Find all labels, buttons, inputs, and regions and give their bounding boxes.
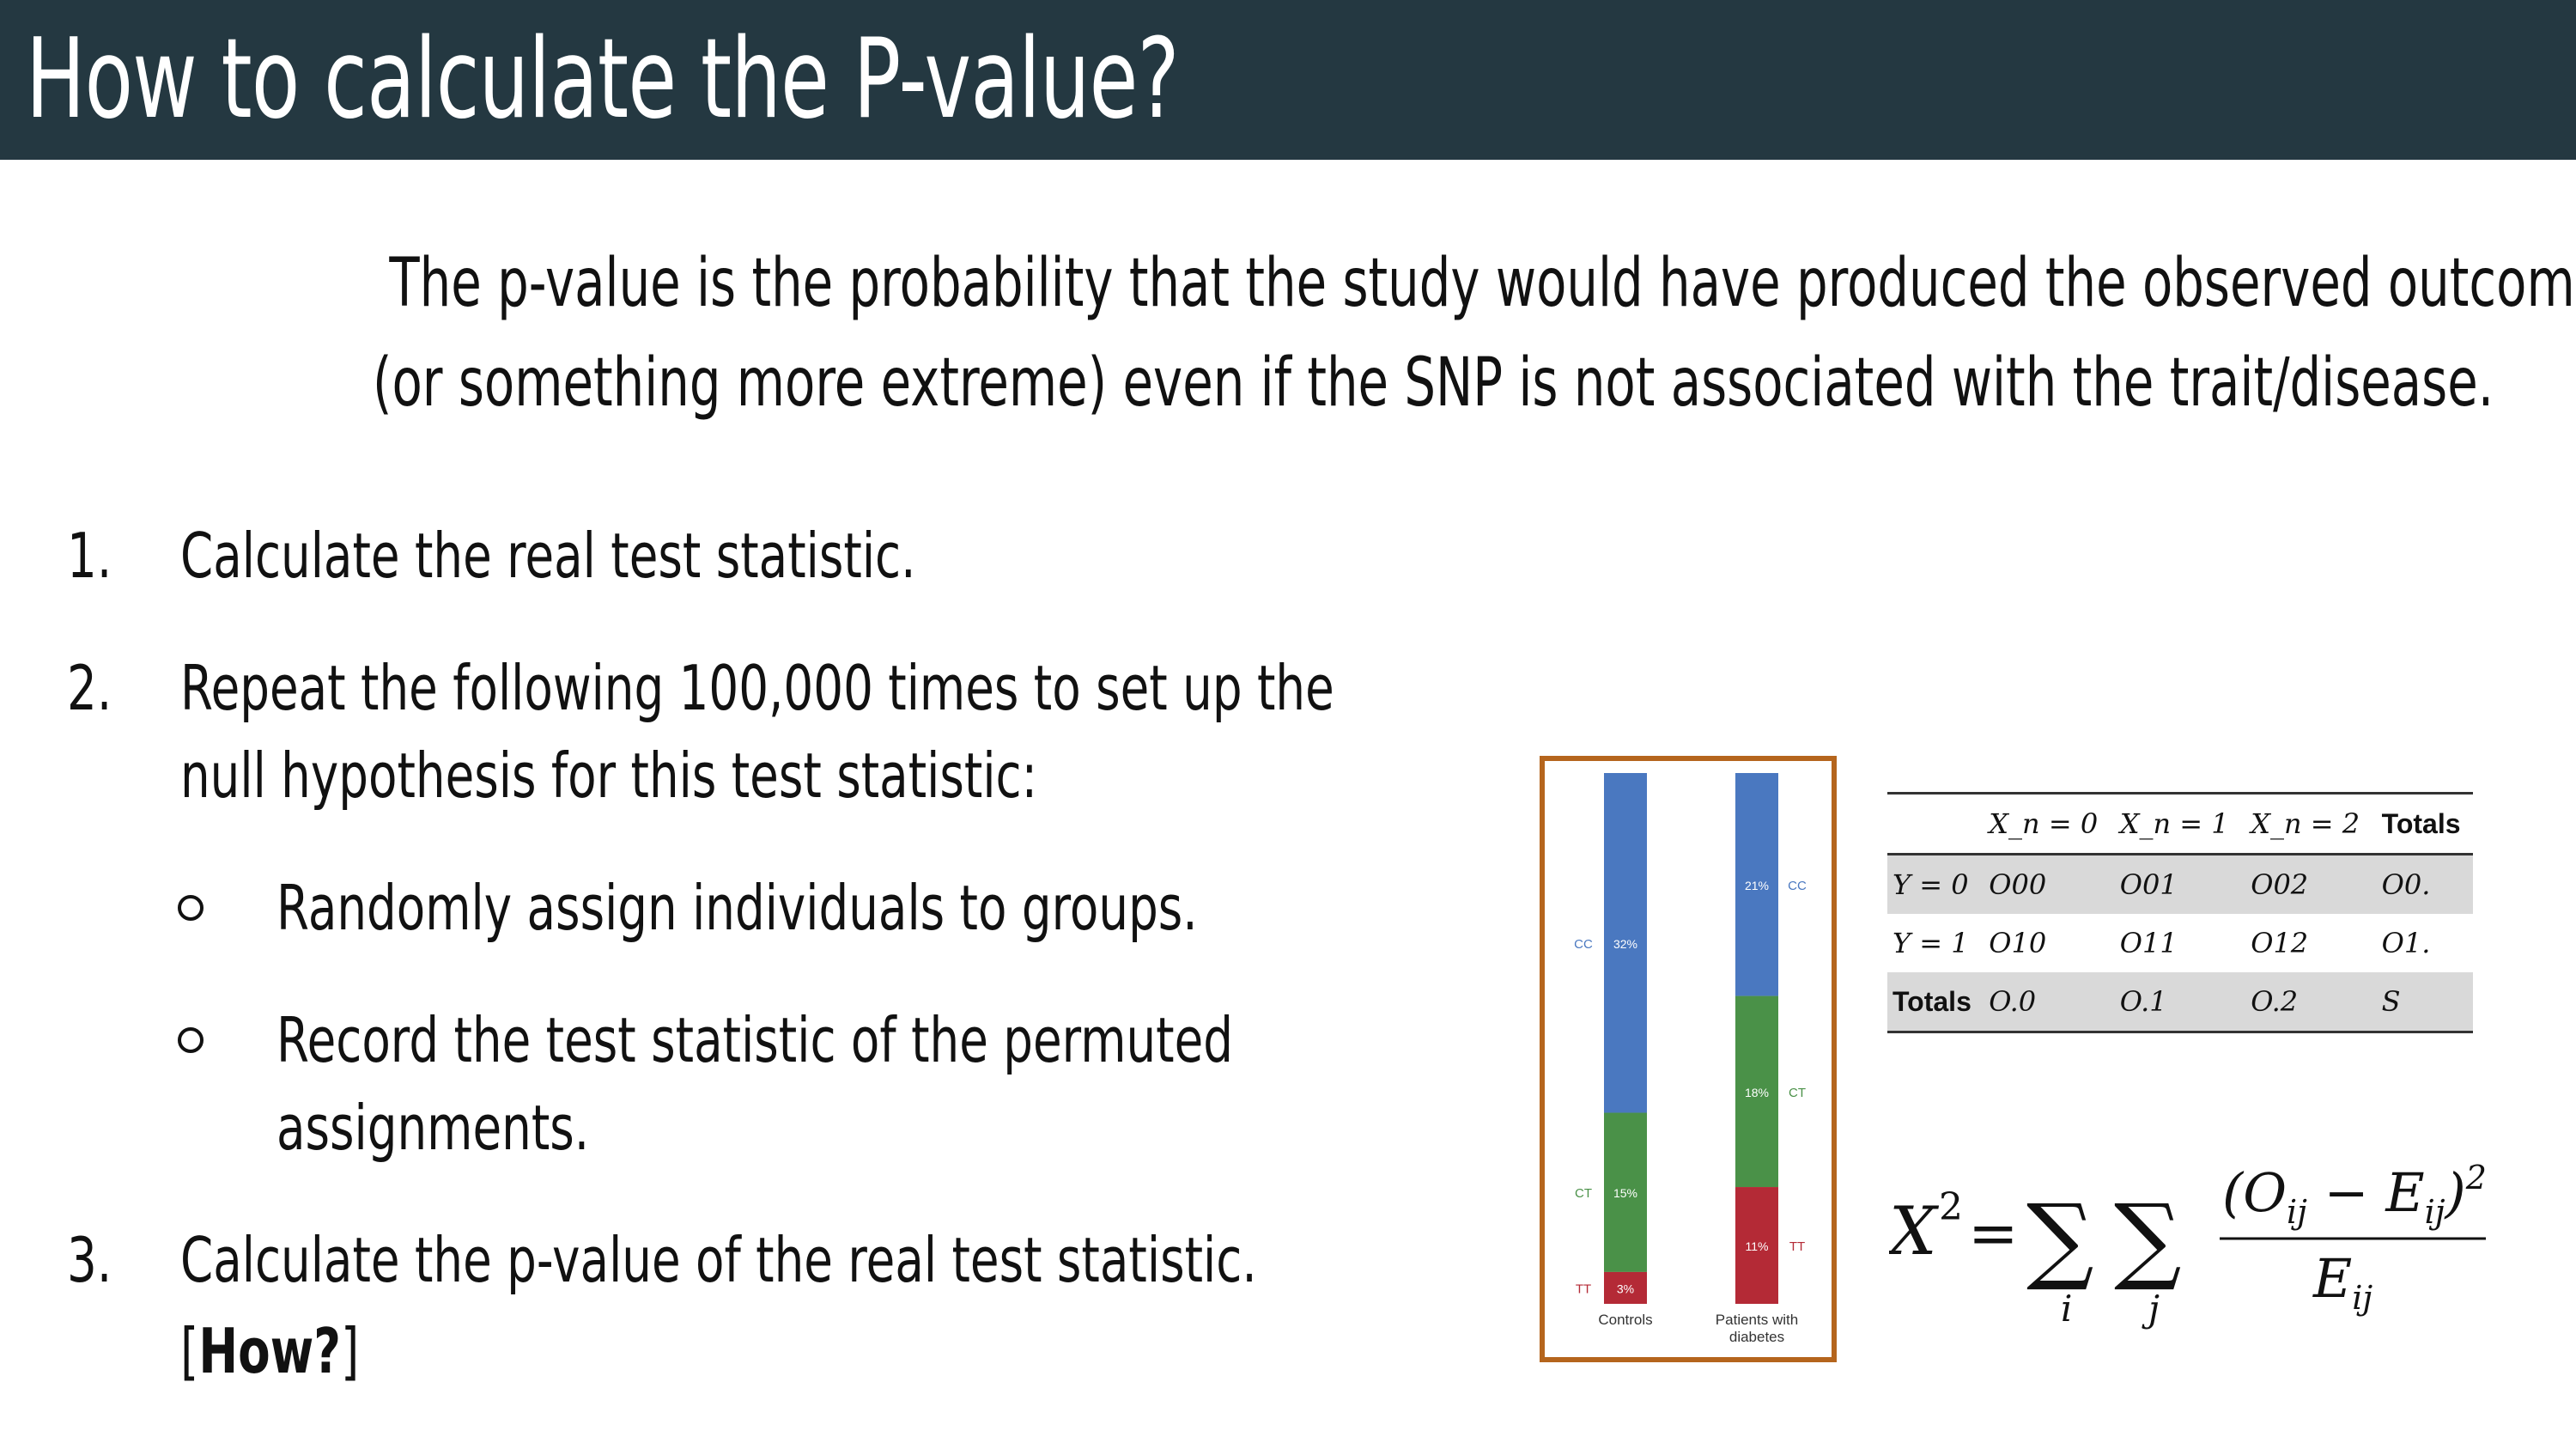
formula-num-close: ) — [2444, 1161, 2466, 1224]
table-cell: Totals — [2381, 807, 2461, 839]
table-cell: O0. — [2381, 868, 2431, 901]
formula-sigma-j: ∑ — [2114, 1184, 2182, 1294]
contingency-table: X_n = 0 X_n = 1 X_n = 2 Totals Y = 0 O00… — [1887, 792, 2473, 1033]
formula-num-sup: 2 — [2465, 1159, 2487, 1196]
step-2-number: 2. — [67, 652, 112, 724]
bracket-open: [ — [180, 1315, 199, 1387]
formula-index-j: j — [2142, 1288, 2160, 1330]
how-link[interactable]: How? — [198, 1315, 342, 1387]
table-row: Y = 0 O00 O01 O02 O0. — [1887, 854, 2473, 914]
slide-title: How to calculate the P-value? — [26, 15, 1180, 143]
table-cell: X_n = 2 — [2251, 807, 2360, 840]
definition-line-2: (or something more extreme) even if the … — [372, 344, 2494, 422]
formula-den-sub: ij — [2352, 1279, 2372, 1317]
formula-lhs-sup: 2 — [1939, 1185, 1963, 1229]
category-label: Patients with — [1716, 1312, 1798, 1328]
step-2-line-2: null hypothesis for this test statistic: — [180, 740, 1038, 812]
genotype-label: CT — [1575, 1186, 1592, 1201]
svg-text:(Oij − Eij)2: (Oij − Eij)2 — [2222, 1159, 2487, 1231]
table-cell: O01 — [2119, 868, 2178, 901]
formula-index-i: i — [2061, 1288, 2072, 1330]
table-cell: O.0 — [1989, 985, 2037, 1018]
genotype-chart: 32% CC 15% CT 3% TT 21% CC 18% CT 11% TT Controls Pat… — [1540, 756, 1837, 1362]
formula-num-minus: − E — [2307, 1161, 2425, 1224]
definition-line-1: The p-value is the probability that the … — [389, 245, 2576, 322]
data-label: 11% — [1746, 1239, 1769, 1253]
data-label: 32% — [1613, 937, 1637, 951]
subbullet-2-marker — [178, 1027, 204, 1053]
definition-text: The p-value is the probability that the … — [0, 234, 2576, 433]
formula-num-sub1: ij — [2287, 1193, 2307, 1231]
step-3-number: 3. — [67, 1224, 112, 1296]
table-cell: O02 — [2251, 868, 2309, 901]
subbullet-1-marker — [178, 895, 204, 921]
bar-segment-cc — [1735, 773, 1778, 996]
category-label: Controls — [1598, 1312, 1652, 1328]
formula-equals: = — [1968, 1198, 2019, 1269]
table-cell: X_n = 1 — [2119, 807, 2229, 840]
table-header-row: X_n = 0 X_n = 1 X_n = 2 Totals — [1887, 793, 2473, 855]
bar-segment-ct — [1735, 995, 1778, 1188]
step-2-line-1: Repeat the following 100,000 times to se… — [180, 652, 1334, 724]
table-cell: Y = 0 — [1893, 868, 1969, 901]
step-1-number: 1. — [67, 520, 112, 592]
svg-text:Eij: Eij — [2312, 1247, 2372, 1317]
table-cell: Totals — [1893, 985, 1971, 1017]
data-label: 15% — [1613, 1186, 1637, 1200]
table-cell: O12 — [2251, 927, 2309, 959]
category-label: diabetes — [1729, 1329, 1784, 1345]
genotype-label: CC — [1788, 879, 1807, 893]
table-cell — [1887, 794, 1984, 855]
step-1-text: Calculate the real test statistic. — [180, 520, 916, 592]
table-row: Y = 1 O10 O11 O12 O1. — [1887, 914, 2473, 972]
chi-square-formula: X 2 = ∑ ∑ i j (Oij − Eij)2 Eij — [1889, 1159, 2487, 1330]
genotype-label: TT — [1576, 1282, 1591, 1296]
table-cell: O00 — [1989, 868, 2047, 901]
genotype-label: TT — [1789, 1239, 1805, 1254]
data-label: 3% — [1617, 1282, 1634, 1295]
table-cell: O1. — [2381, 927, 2431, 959]
title-bar: How to calculate the P-value? — [0, 0, 2576, 160]
step-3-line-2: [How?] — [180, 1307, 416, 1395]
data-label: 21% — [1745, 879, 1769, 892]
formula-den: E — [2312, 1247, 2352, 1310]
table-cell: O11 — [2119, 927, 2178, 959]
table-cell: S — [2381, 985, 2401, 1018]
formula-num-open: (O — [2222, 1161, 2287, 1224]
bracket-close: ] — [341, 1315, 360, 1387]
bar-segment-tt — [1735, 1187, 1778, 1304]
genotype-label: CC — [1574, 937, 1593, 952]
data-label: 18% — [1745, 1086, 1769, 1099]
formula-sigma-i: ∑ — [2026, 1184, 2094, 1294]
table-cell: O.1 — [2119, 985, 2167, 1018]
genotype-chart-svg: 32% CC 15% CT 3% TT 21% CC 18% CT 11% TT Controls Pat… — [1574, 773, 1807, 1345]
table-cell: Y = 1 — [1893, 927, 1969, 959]
subbullet-2-line-2: assignments. — [276, 1092, 590, 1164]
formula-lhs: X — [1889, 1193, 1940, 1270]
subbullet-2-line-1: Record the test statistic of the permute… — [276, 1004, 1234, 1076]
step-3-line-1: Calculate the p-value of the real test s… — [180, 1224, 1257, 1296]
genotype-label: CT — [1789, 1086, 1806, 1100]
table-row: Totals O.0 O.1 O.2 S — [1887, 972, 2473, 1032]
bar-segment-tt — [1604, 1271, 1647, 1304]
table-cell: O.2 — [2251, 985, 2299, 1018]
table-cell: X_n = 0 — [1989, 807, 2099, 840]
subbullet-1-text: Randomly assign individuals to groups. — [276, 872, 1198, 944]
bar-segment-cc — [1604, 773, 1647, 1113]
formula-num-sub2: ij — [2425, 1193, 2445, 1231]
bar-segment-ct — [1604, 1112, 1647, 1272]
table-cell: O10 — [1989, 927, 2047, 959]
